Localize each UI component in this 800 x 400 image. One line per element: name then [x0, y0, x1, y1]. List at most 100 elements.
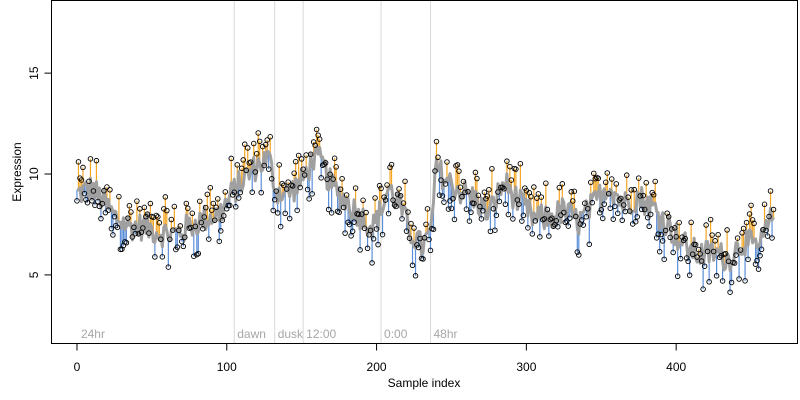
data-point — [561, 209, 567, 216]
data-point — [414, 242, 420, 248]
data-point — [294, 207, 300, 214]
data-point — [677, 255, 684, 262]
data-point — [370, 236, 377, 242]
data-point — [221, 213, 227, 219]
data-point — [549, 215, 555, 222]
region-label: dusk — [278, 327, 304, 341]
data-point — [274, 210, 281, 216]
data-point — [234, 162, 241, 168]
data-point — [291, 170, 297, 177]
data-point — [194, 251, 200, 258]
data-point — [734, 235, 741, 241]
data-point — [249, 189, 255, 195]
data-point — [477, 203, 483, 210]
data-point — [619, 217, 625, 224]
data-point — [631, 186, 637, 193]
data-point — [321, 161, 327, 168]
data-point — [327, 171, 333, 177]
data-point — [270, 207, 276, 214]
data-point — [393, 203, 399, 210]
data-point — [647, 211, 654, 218]
data-point — [682, 235, 688, 242]
data-point — [448, 205, 455, 212]
data-point — [90, 188, 97, 194]
data-point — [93, 157, 100, 164]
data-point — [588, 179, 594, 186]
data-point — [280, 182, 287, 189]
y-axis: 5 10 15 — [27, 66, 52, 278]
data-point — [537, 234, 543, 240]
data-point — [390, 197, 396, 203]
data-point — [174, 244, 181, 250]
y-tick-label: 10 — [27, 167, 41, 181]
data-point — [713, 273, 720, 279]
data-point — [439, 193, 446, 199]
data-point — [289, 183, 296, 189]
data-point — [432, 168, 438, 174]
data-point — [692, 241, 699, 248]
data-point — [309, 191, 315, 197]
data-point — [585, 206, 591, 212]
data-point — [177, 223, 184, 229]
data-point — [182, 234, 188, 240]
data-point — [620, 202, 627, 208]
data-point — [683, 255, 690, 261]
data-point — [420, 256, 426, 262]
data-point — [607, 205, 614, 211]
data-point — [101, 187, 107, 194]
data-point — [324, 176, 330, 183]
data-point — [662, 227, 669, 234]
x-tick-label: 100 — [217, 360, 237, 374]
data-point — [528, 193, 534, 200]
data-point — [698, 258, 705, 264]
data-point — [757, 252, 763, 259]
data-point — [105, 207, 112, 213]
data-point — [256, 138, 263, 145]
data-point — [367, 227, 374, 234]
data-point — [430, 226, 437, 233]
data-point — [715, 231, 721, 238]
data-point — [297, 184, 303, 191]
data-point — [517, 160, 524, 167]
data-point — [360, 197, 366, 204]
data-point — [685, 258, 691, 265]
data-point — [116, 193, 122, 200]
data-point — [502, 201, 509, 208]
data-point — [264, 137, 270, 143]
data-point — [286, 215, 293, 222]
data-point — [318, 175, 324, 181]
data-point — [655, 231, 661, 237]
data-point — [525, 225, 531, 231]
data-point — [489, 166, 495, 172]
data-point — [516, 201, 522, 208]
data-point — [330, 176, 336, 182]
data-point — [313, 126, 320, 133]
data-point — [748, 202, 754, 209]
data-point — [556, 184, 563, 191]
data-point — [508, 177, 515, 183]
data-point — [480, 207, 486, 214]
data-point — [600, 215, 606, 222]
data-point — [442, 181, 449, 187]
data-point — [745, 256, 751, 263]
data-point — [373, 226, 380, 232]
data-point — [75, 159, 82, 165]
data-point — [87, 156, 94, 162]
data-point — [728, 279, 735, 286]
data-point — [589, 199, 596, 206]
data-point — [333, 164, 339, 170]
data-point — [396, 186, 402, 192]
data-point — [501, 185, 507, 192]
data-point — [640, 192, 646, 199]
data-point — [614, 210, 621, 217]
data-point — [285, 179, 291, 185]
data-point — [656, 248, 663, 255]
data-point — [472, 169, 479, 176]
y-tick-label: 5 — [27, 271, 41, 278]
data-point — [700, 286, 706, 292]
data-point — [716, 254, 723, 261]
data-point — [767, 188, 774, 194]
data-point — [573, 213, 579, 220]
data-point — [343, 192, 350, 198]
data-point — [213, 204, 220, 211]
